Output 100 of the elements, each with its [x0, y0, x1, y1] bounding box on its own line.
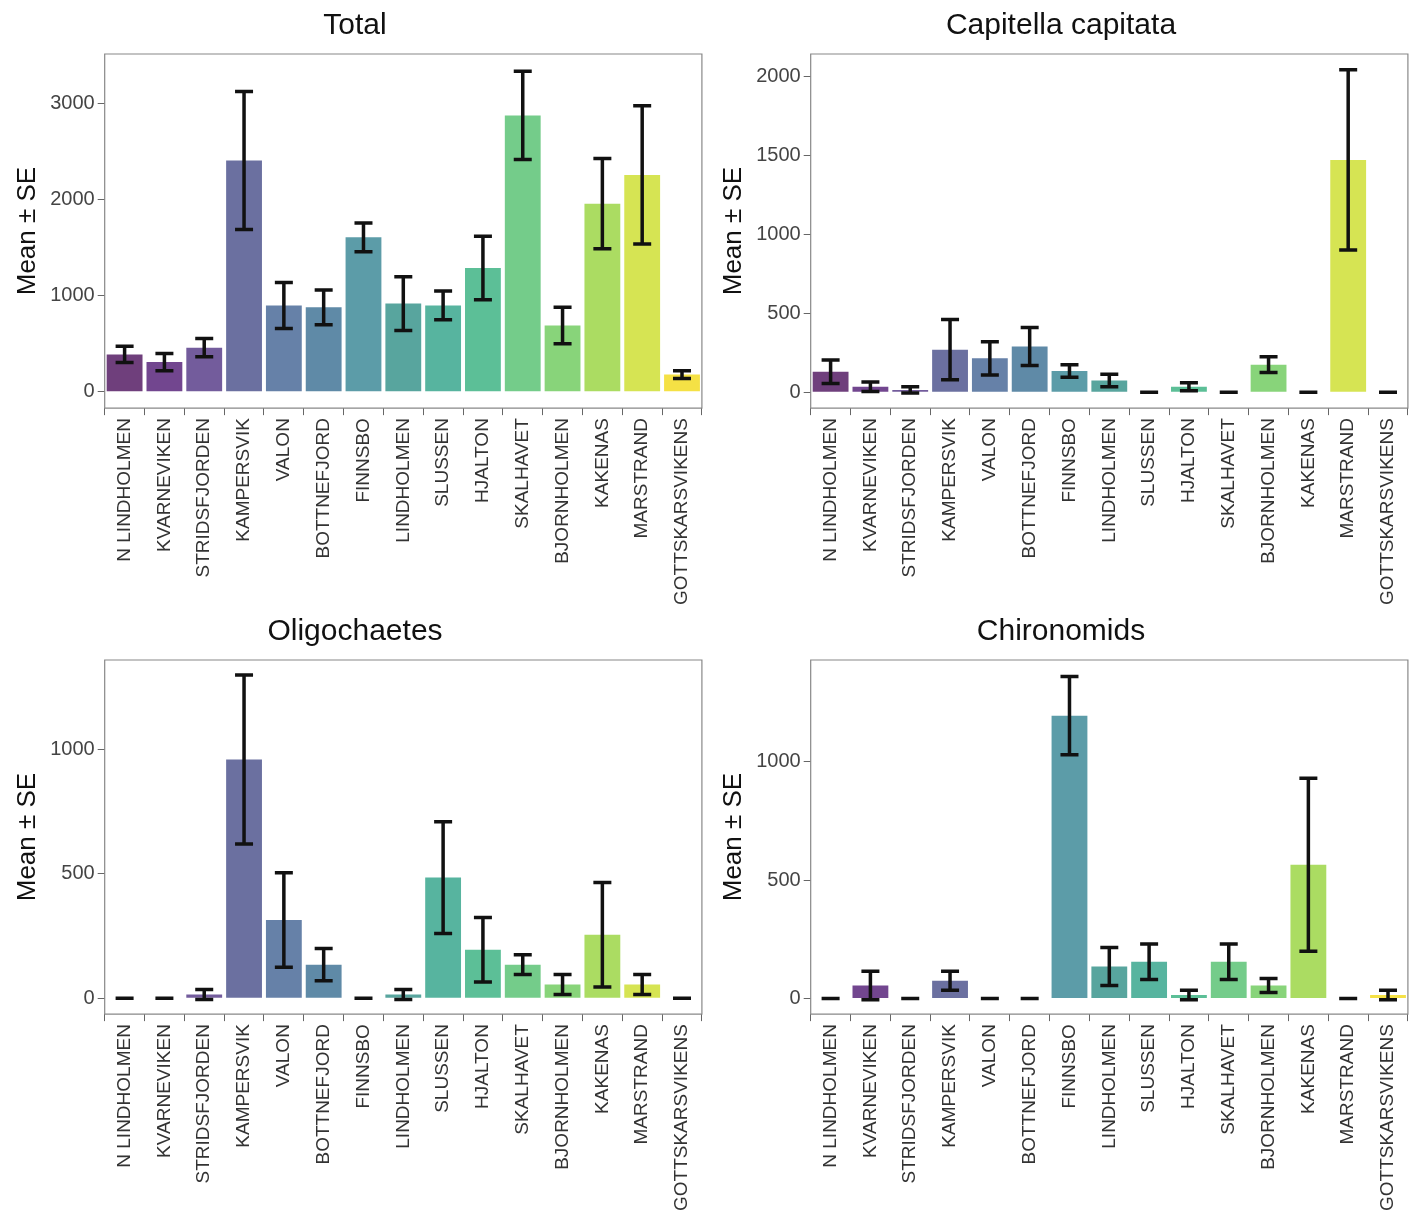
- x-tick-label: FINNSBO: [1057, 1024, 1079, 1109]
- x-tick-label: SLUSSEN: [431, 1024, 453, 1113]
- x-tick-label: STRIDSFJORDEN: [192, 1024, 214, 1184]
- bar: [1131, 961, 1168, 998]
- x-tick-label: MARSTRAND: [1336, 1024, 1358, 1145]
- bar: [425, 877, 462, 998]
- x-tick-label: FINNSBO: [351, 1024, 373, 1109]
- y-tick-label: 0: [789, 379, 801, 402]
- y-axis-title: Mean ± SE: [10, 772, 41, 902]
- x-tick-label: KVARNEVIKEN: [152, 418, 174, 552]
- x-tick-label: GOTTSKARSVIKENS: [670, 418, 692, 605]
- x-tick-label: BJORNHOLMEN: [1256, 1024, 1278, 1170]
- chart-title: Capitella capitata: [945, 7, 1177, 41]
- bar: [425, 305, 462, 392]
- bar: [1011, 346, 1048, 392]
- y-tick-label: 500: [767, 300, 801, 323]
- chart-title: Total: [323, 7, 387, 41]
- bar: [1290, 864, 1327, 998]
- bar: [186, 347, 223, 392]
- bar: [1330, 159, 1367, 392]
- x-tick-label: KAMPERSVIK: [232, 1023, 254, 1148]
- x-tick-label: KAMPERSVIK: [232, 417, 254, 542]
- x-tick-label: KAKENAS: [1296, 1024, 1318, 1114]
- y-tick-label: 1000: [50, 737, 95, 760]
- bar: [385, 303, 422, 392]
- bar: [265, 305, 302, 392]
- x-tick-label: SLUSSEN: [431, 418, 453, 507]
- x-tick-label: BJORNHOLMEN: [1256, 418, 1278, 564]
- y-tick-label: 2000: [50, 187, 95, 210]
- bar: [345, 237, 382, 392]
- x-tick-label: N LINDHOLMEN: [818, 1024, 840, 1168]
- y-axis-title: Mean ± SE: [716, 772, 747, 902]
- x-tick-label: SKALHAVET: [510, 1023, 532, 1135]
- x-tick-label: FINNSBO: [351, 418, 373, 503]
- x-tick-label: SLUSSEN: [1137, 418, 1159, 507]
- bar: [504, 964, 541, 998]
- x-tick-label: GOTTSKARSVIKENS: [1376, 1024, 1398, 1211]
- y-tick-label: 3000: [50, 91, 95, 114]
- bar: [226, 759, 262, 998]
- x-tick-label: STRIDSFJORDEN: [898, 418, 920, 578]
- y-tick-label: 1500: [756, 142, 801, 165]
- bar: [465, 268, 501, 392]
- bar: [1210, 961, 1247, 998]
- x-tick-label: VALON: [978, 1024, 1000, 1088]
- y-axis-title: Mean ± SE: [716, 166, 747, 296]
- x-tick-label: HJALTON: [471, 418, 493, 503]
- x-tick-label: VALON: [272, 1024, 294, 1088]
- bar: [265, 919, 302, 998]
- y-tick-label: 2000: [756, 63, 801, 86]
- bar: [584, 203, 621, 392]
- bar: [106, 354, 143, 392]
- y-axis-title: Mean ± SE: [10, 166, 41, 296]
- bar: [305, 964, 342, 998]
- x-tick-label: FINNSBO: [1057, 418, 1079, 503]
- y-tick-label: 1000: [756, 221, 801, 244]
- x-tick-label: HJALTON: [1177, 1024, 1199, 1109]
- y-tick-label: 0: [83, 379, 95, 402]
- x-tick-label: MARSTRAND: [1336, 418, 1358, 539]
- x-tick-label: KVARNEVIKEN: [152, 1024, 174, 1158]
- y-tick-label: 1000: [756, 749, 801, 772]
- x-tick-label: KAKENAS: [590, 1024, 612, 1114]
- x-tick-label: N LINDHOLMEN: [818, 418, 840, 562]
- x-tick-label: LINDHOLMEN: [391, 1024, 413, 1149]
- x-tick-label: VALON: [272, 418, 294, 482]
- x-tick-label: BOTTNEFJORD: [311, 418, 333, 559]
- x-tick-label: STRIDSFJORDEN: [192, 418, 214, 578]
- x-tick-label: BOTTNEFJORD: [311, 1024, 333, 1165]
- chart-title: Chironomids: [976, 613, 1146, 647]
- x-tick-label: BJORNHOLMEN: [550, 1024, 572, 1170]
- bar: [1091, 966, 1128, 998]
- x-tick-label: LINDHOLMEN: [391, 418, 413, 543]
- bar: [226, 160, 262, 392]
- y-tick-label: 0: [789, 986, 801, 1009]
- y-tick-label: 0: [83, 985, 95, 1008]
- x-tick-label: LINDHOLMEN: [1097, 418, 1119, 543]
- x-tick-label: N LINDHOLMEN: [112, 418, 134, 562]
- x-tick-label: SKALHAVET: [510, 417, 532, 529]
- x-tick-label: BOTTNEFJORD: [1017, 418, 1039, 559]
- x-tick-label: VALON: [978, 418, 1000, 482]
- y-tick-label: 500: [767, 867, 801, 890]
- x-tick-label: MARSTRAND: [630, 418, 652, 539]
- y-tick-label: 500: [61, 861, 95, 884]
- chart-title: Oligochaetes: [267, 613, 443, 647]
- x-tick-label: SKALHAVET: [1216, 1023, 1238, 1135]
- x-tick-label: MARSTRAND: [630, 1024, 652, 1145]
- bar: [504, 115, 541, 392]
- bar: [1051, 715, 1088, 998]
- y-tick-label: 1000: [50, 283, 95, 306]
- x-tick-label: SKALHAVET: [1216, 417, 1238, 529]
- x-tick-label: KAKENAS: [590, 418, 612, 508]
- x-tick-label: KAMPERSVIK: [938, 417, 960, 542]
- bar: [146, 362, 183, 392]
- x-tick-label: HJALTON: [471, 1024, 493, 1109]
- x-tick-label: KAMPERSVIK: [938, 1023, 960, 1148]
- x-tick-label: STRIDSFJORDEN: [898, 1024, 920, 1184]
- bar: [1250, 364, 1287, 392]
- bar: [544, 325, 581, 392]
- bar: [385, 994, 422, 998]
- x-tick-label: LINDHOLMEN: [1097, 1024, 1119, 1149]
- x-tick-label: KVARNEVIKEN: [858, 418, 880, 552]
